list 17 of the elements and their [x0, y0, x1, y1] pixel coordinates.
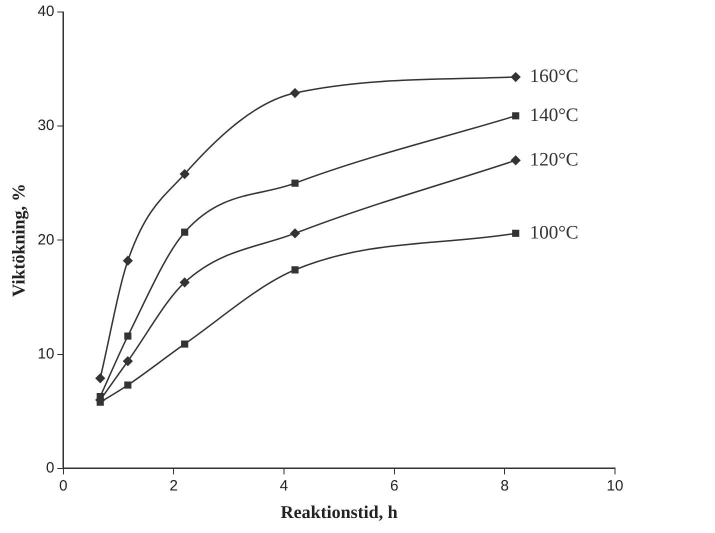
series-label: 140°C: [530, 104, 578, 126]
y-tick-label: 40: [38, 3, 54, 20]
series-label: 100°C: [530, 222, 578, 244]
x-tick-label: 4: [280, 478, 288, 495]
y-tick-label: 20: [38, 231, 54, 248]
y-axis-title: Viktökning, %: [8, 184, 28, 297]
y-tick-label: 10: [38, 345, 54, 362]
y-tick-label: 0: [46, 460, 54, 477]
x-tick-label: 2: [169, 478, 178, 495]
x-tick-label: 0: [59, 478, 68, 495]
y-tick-label: 30: [38, 117, 54, 134]
x-tick-label: 10: [606, 478, 624, 495]
x-tick-label: 8: [500, 478, 509, 495]
series-label: 120°C: [530, 149, 578, 170]
x-tick-label: 6: [390, 478, 398, 495]
x-axis-title: Reaktionstid, h: [280, 502, 398, 522]
series-label: 160°C: [530, 66, 578, 88]
